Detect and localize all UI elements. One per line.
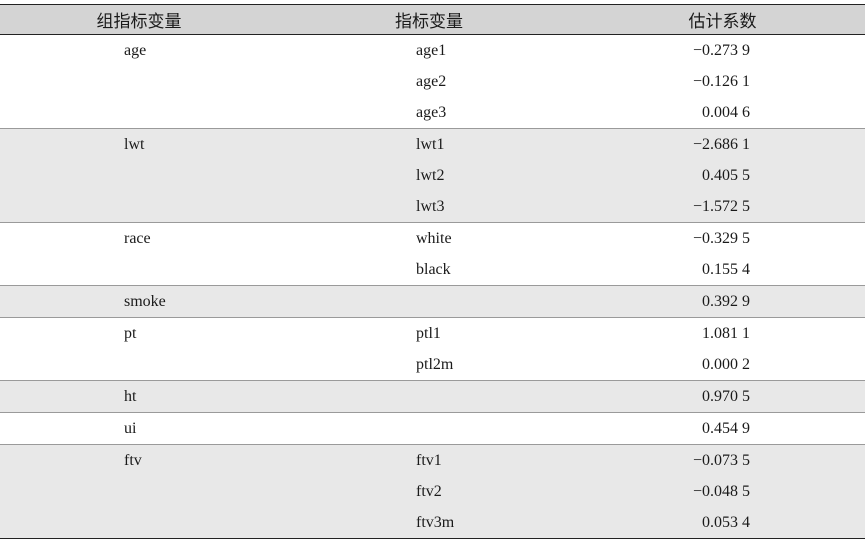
group-variable-cell: lwt [0,128,278,160]
estimate-cell: −2.686 1 [580,128,865,160]
group-variable-cell: ftv [0,444,278,476]
table-row: age age1 −0.273 9 [0,35,865,67]
group-variable-cell [0,507,278,539]
indicator-variable-cell: age2 [416,72,447,90]
group-variable-cell: ht [0,380,278,413]
group-variable-cell: race [0,222,278,254]
table-row: ftv3m 0.053 4 [0,507,865,539]
estimate-cell: 0.053 4 [580,507,865,539]
indicator-variable-cell: age1 [416,41,447,59]
estimate-cell: −0.126 1 [692,72,750,90]
group-variable-cell [0,349,278,381]
group-variable-cell: smoke [0,285,278,318]
table-body: age age1 −0.273 9 age2 −0.126 1 age3 0.004 6 lw… [0,35,865,539]
estimate-cell: −0.073 5 [580,444,865,476]
indicator-variable-cell: ftv1 [278,444,580,476]
estimate-cell: 0.392 9 [580,285,865,318]
table-row: black 0.155 4 [0,254,865,286]
group-variable-cell [0,476,278,507]
table-row: lwt2 0.405 5 [0,160,865,191]
estimate-cell: 0.970 5 [580,380,865,413]
indicator-variable-cell: black [416,260,451,278]
indicator-variable-cell: lwt3 [278,191,580,223]
group-variable-cell [0,97,278,129]
table-row: ui 0.454 9 [0,412,865,445]
table-row: ptl2m 0.000 2 [0,349,865,381]
group-variable-cell [0,254,278,286]
estimate-cell: 0.155 4 [702,260,750,278]
table-row: age3 0.004 6 [0,97,865,129]
header-estimated-coefficient: 估计系数 [580,4,865,35]
coefficient-table: 组指标变量 指标变量 估计系数 age age1 −0.273 9 age2 −0.12… [0,4,865,539]
estimate-cell: 0.000 2 [702,355,750,373]
table-row: smoke 0.392 9 [0,285,865,318]
indicator-variable-cell: age3 [416,103,447,121]
indicator-variable-cell [278,412,580,445]
estimate-cell: −0.273 9 [692,41,750,59]
table-row: pt ptl1 1.081 1 [0,317,865,349]
estimate-cell: 0.405 5 [580,160,865,191]
table-row: ftv ftv1 −0.073 5 [0,444,865,476]
group-variable-cell: ui [0,412,278,445]
indicator-variable-cell: ptl1 [278,317,580,349]
estimate-cell: −1.572 5 [580,191,865,223]
group-variable-cell [0,160,278,191]
estimate-cell: 0.454 9 [580,412,865,445]
table-row: race white −0.329 5 [0,222,865,254]
indicator-variable-cell: lwt2 [278,160,580,191]
indicator-variable-cell [278,380,580,413]
estimate-cell: −0.048 5 [580,476,865,507]
indicator-variable-cell: ptl2m [416,355,454,373]
group-variable-cell [0,191,278,223]
table-row: age2 −0.126 1 [0,66,865,97]
header-indicator-variable: 指标变量 [278,4,580,35]
table-header: 组指标变量 指标变量 估计系数 [0,4,865,35]
table-row: lwt3 −1.572 5 [0,191,865,223]
table-row: lwt lwt1 −2.686 1 [0,128,865,160]
header-group-variable: 组指标变量 [0,4,278,35]
header-row: 组指标变量 指标变量 估计系数 [0,4,865,35]
indicator-variable-cell [278,285,580,318]
estimate-cell: −0.329 5 [580,222,865,254]
coefficient-table-container: 组指标变量 指标变量 估计系数 age age1 −0.273 9 age2 −0.12… [0,4,865,539]
estimate-cell: 1.081 1 [580,317,865,349]
table-row: ftv2 −0.048 5 [0,476,865,507]
indicator-variable-cell: lwt1 [278,128,580,160]
indicator-variable-cell: ftv2 [278,476,580,507]
group-variable-cell: pt [0,317,278,349]
group-variable-cell: age [124,41,147,59]
estimate-cell: 0.004 6 [702,103,750,121]
indicator-variable-cell: white [278,222,580,254]
group-variable-cell [0,66,278,97]
table-row: ht 0.970 5 [0,380,865,413]
indicator-variable-cell: ftv3m [278,507,580,539]
